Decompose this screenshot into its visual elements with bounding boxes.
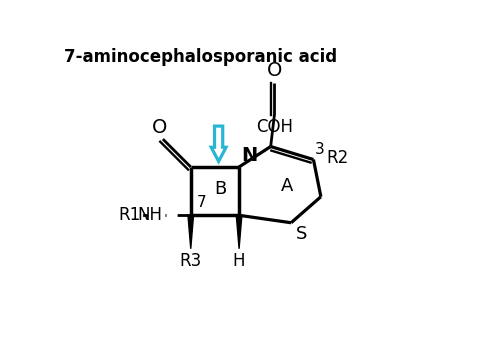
- Text: S: S: [295, 224, 306, 243]
- Text: R2: R2: [326, 149, 348, 167]
- Polygon shape: [211, 126, 226, 161]
- Text: O: O: [266, 61, 281, 79]
- Text: 3: 3: [315, 142, 324, 156]
- Text: R3: R3: [179, 252, 202, 270]
- Polygon shape: [236, 215, 241, 249]
- Text: 7-aminocephalosporanic acid: 7-aminocephalosporanic acid: [64, 48, 337, 66]
- Text: A: A: [281, 176, 293, 195]
- Text: O: O: [151, 118, 167, 137]
- Text: B: B: [214, 180, 226, 198]
- Text: NH: NH: [138, 206, 163, 224]
- Text: N: N: [240, 146, 257, 165]
- Text: COH: COH: [255, 118, 292, 136]
- Text: R1: R1: [118, 206, 140, 224]
- Text: H: H: [232, 252, 245, 270]
- Polygon shape: [188, 215, 193, 249]
- Text: 7: 7: [196, 195, 205, 210]
